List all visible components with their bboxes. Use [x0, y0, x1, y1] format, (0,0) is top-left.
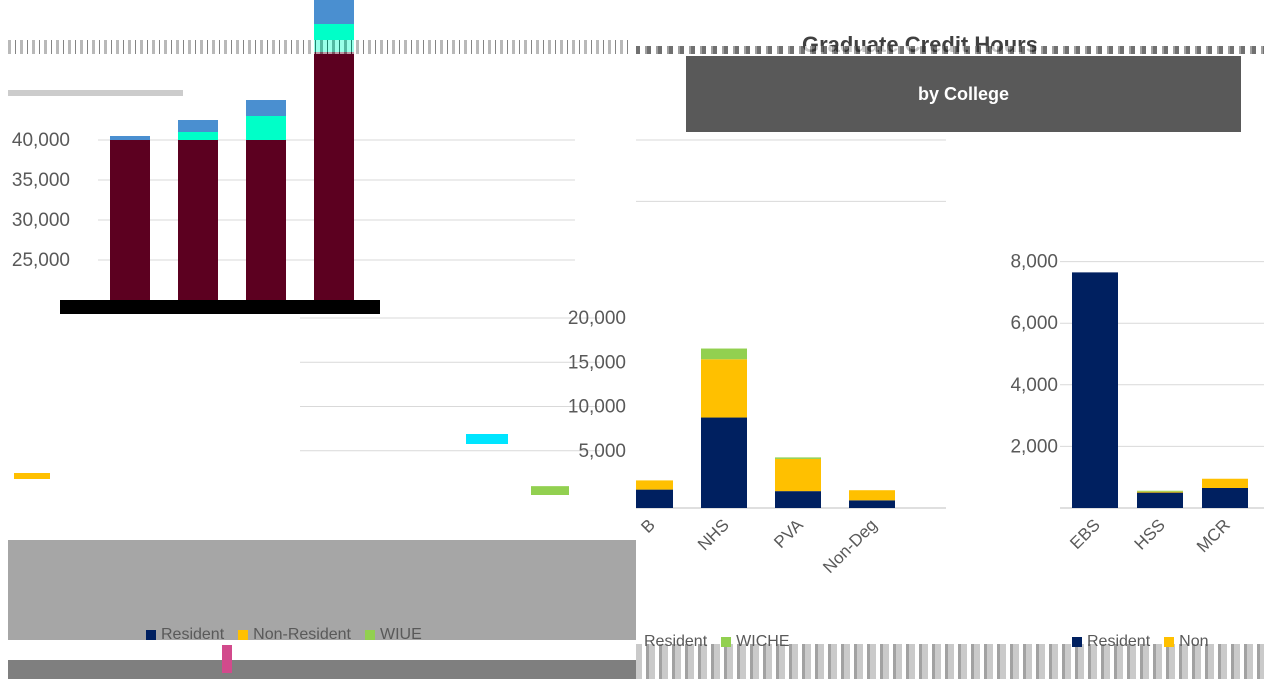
x-tick-label: EBS	[1066, 515, 1103, 552]
x-tick-label: Non-Deg	[819, 515, 881, 577]
y-tick-label: 35,000	[12, 170, 70, 191]
bar-segment	[775, 457, 821, 459]
y-tick-label: 4,000	[1010, 375, 1058, 396]
left-legend: Resident Non-Resident WIUE	[146, 626, 422, 644]
x-tick-label: HSS	[1131, 515, 1169, 553]
corrupted-band	[8, 540, 636, 640]
chart-title: Graduate Credit Hours	[802, 32, 1038, 57]
legend-label: Resident	[1087, 633, 1151, 650]
bar-segment	[246, 116, 286, 140]
legend-label: Non-Resident	[253, 626, 351, 643]
right-legend-b: Resident Non	[1072, 633, 1209, 651]
y-tick-label: 40,000	[12, 130, 70, 151]
bar-segment	[849, 490, 895, 501]
left-top-stacked-bar-chart: 25,000 30,000 35,000 40,000	[12, 0, 575, 300]
legend-label: Resident	[161, 626, 225, 643]
y-tick-label: 6,000	[1010, 313, 1058, 334]
bar-segment	[1202, 487, 1248, 508]
x-tick-label: NHS	[694, 515, 733, 554]
legend-item-non-resident: Non-Resident	[238, 626, 351, 644]
x-tick-label: MCR	[1193, 515, 1234, 556]
y-tick-label: 5,000	[578, 441, 626, 462]
bar-segment	[314, 0, 354, 24]
chart-subtitle-banner: by College	[686, 56, 1241, 132]
bar-segment	[701, 417, 747, 508]
bar-segment	[701, 359, 747, 418]
legend-swatch	[1164, 637, 1175, 647]
bar-segment	[178, 140, 218, 300]
corrupted-band	[222, 645, 232, 673]
left-bottom-bar-chart: 5,000 10,000 15,000 20,000	[300, 310, 626, 495]
legend-item-resident: Resident	[644, 633, 707, 651]
y-tick-label: 8,000	[1010, 252, 1058, 273]
chart-subtitle: by College	[917, 83, 1010, 104]
legend-item-wiche: WICHE	[721, 633, 789, 651]
legend-label: WICHE	[736, 633, 790, 650]
bar-segment	[246, 100, 286, 116]
right-chart-panel: Graduate Credit Hours by College 10,0001…	[636, 0, 1264, 679]
y-tick-label: 30,000	[12, 210, 70, 231]
legend-item-resident: Resident	[146, 626, 224, 644]
y-tick-label: 2,000	[1010, 436, 1058, 457]
legend-label: Non	[1179, 633, 1209, 650]
legend-item-wiue: WIUE	[364, 626, 422, 644]
x-tick-label: B	[637, 515, 658, 536]
bar-segment	[110, 140, 150, 300]
bar-segment	[178, 120, 218, 132]
bar-segment	[314, 24, 354, 52]
bar-segment	[314, 52, 354, 300]
y-tick-label: 25,000	[12, 250, 70, 271]
corrupted-band	[8, 660, 636, 679]
left-chart-panel: 25,000 30,000 35,000 40,000 5,000 10,000 15,0…	[8, 0, 636, 679]
bar-segment	[1137, 490, 1183, 492]
bar-segment	[110, 136, 150, 140]
college-bar-chart-b: 2,000 4,000 6,000 8,000 EBS HSS MCR	[1010, 252, 1264, 556]
y-tick-label: 20,000	[568, 310, 626, 329]
legend-label: Resident	[644, 633, 708, 650]
bar-segment	[1137, 492, 1183, 508]
legend-item-non-resident: Non	[1164, 633, 1209, 651]
right-legend-a: Resident WICHE	[644, 633, 789, 651]
bar-segment	[531, 486, 569, 495]
legend-label: WIUE	[379, 626, 422, 643]
bar-segment	[849, 500, 895, 508]
legend-item-resident: Resident	[1072, 633, 1150, 651]
legend-swatch	[364, 630, 375, 640]
bar-segment	[178, 132, 218, 140]
y-tick-label: 10,000	[568, 397, 626, 418]
bar-segment	[246, 140, 286, 300]
legend-swatch	[146, 630, 156, 640]
y-tick-label: 15,000	[568, 352, 626, 373]
legend-swatch	[1072, 637, 1082, 647]
bar-segment	[775, 458, 821, 492]
college-bar-chart-a: 10,00012,000BNHSPVANon-Deg	[636, 139, 946, 577]
bar-segment	[1202, 478, 1248, 488]
legend-swatch	[721, 637, 732, 647]
bar-segment	[701, 348, 747, 360]
bar-segment	[1072, 272, 1118, 508]
bar-segment	[636, 489, 673, 508]
bar-segment	[636, 480, 673, 490]
legend-swatch	[238, 630, 249, 640]
bar-segment	[775, 491, 821, 508]
x-tick-label: PVA	[770, 515, 807, 552]
bar-segment	[1137, 491, 1183, 493]
